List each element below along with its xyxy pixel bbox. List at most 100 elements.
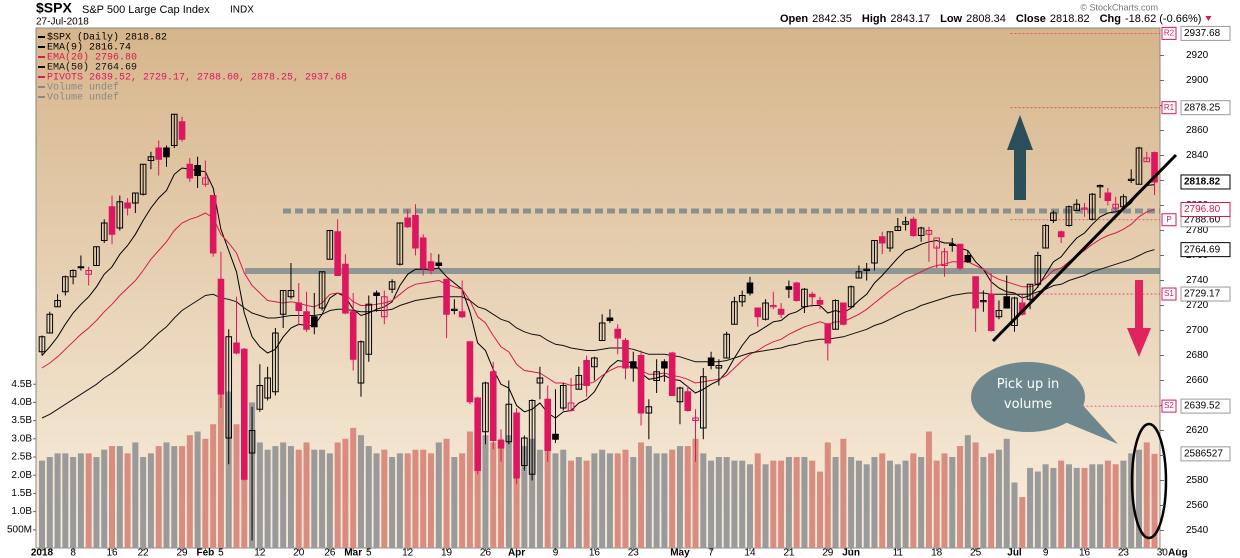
- volume-bar: [1050, 467, 1057, 548]
- x-tick-label: 26: [324, 548, 336, 558]
- volume-bar: [544, 442, 551, 548]
- candle-body: [917, 227, 925, 236]
- pivot-value-box: [1180, 398, 1231, 414]
- candle-body: [365, 303, 373, 355]
- candle-body: [381, 296, 388, 318]
- pivot-tag: R1: [1164, 103, 1175, 112]
- quote-label: Open: [780, 13, 808, 25]
- x-tick-label: 30: [1157, 548, 1169, 558]
- volume-bar: [739, 460, 746, 548]
- candle-body: [209, 195, 217, 254]
- candle-body: [233, 342, 240, 354]
- candle-body: [412, 215, 419, 249]
- candle-body: [746, 282, 754, 294]
- candle-body: [528, 400, 536, 475]
- volume-bar: [1097, 464, 1104, 548]
- candle-body: [731, 301, 738, 325]
- candle-body: [1034, 255, 1042, 285]
- quote-value: 2843.17: [890, 13, 930, 25]
- volume-bar: [319, 449, 326, 548]
- legend-entry: EMA(20) 2796.80: [47, 52, 137, 64]
- volume-bar: [871, 457, 878, 548]
- candle-body: [482, 382, 489, 433]
- candle-body: [544, 398, 552, 451]
- volume-bar: [1011, 482, 1018, 548]
- pivot-tag-box: [1161, 26, 1177, 40]
- volume-bar: [894, 464, 901, 548]
- volume-bar: [155, 446, 162, 548]
- x-tick-label: 7: [708, 548, 714, 558]
- pivot-value: 2639.52: [1184, 401, 1221, 412]
- volume-bar: [264, 449, 271, 548]
- candle-body: [124, 202, 131, 209]
- volume-bar: [801, 457, 808, 548]
- candle-body: [700, 376, 707, 429]
- x-tick-label: 5: [218, 548, 224, 558]
- ema-line: [41, 167, 1155, 419]
- volume-bar: [498, 438, 505, 548]
- candle-body: [443, 278, 450, 315]
- volume-bar: [700, 453, 707, 548]
- volume-bar: [552, 453, 559, 548]
- x-tick-label: Apr: [508, 548, 525, 558]
- candle-body: [552, 433, 559, 440]
- candle-body: [956, 243, 964, 269]
- pivot-value: 2878.25: [1184, 102, 1221, 113]
- price-tag: 2764.69: [1184, 244, 1221, 255]
- header: $SPX S&P 500 Large Cap Index INDX 27-Jul…: [36, 0, 1158, 28]
- volume-bar: [459, 453, 466, 548]
- volume-bar: [404, 453, 411, 548]
- volume-bar: [933, 460, 940, 548]
- volume-bar: [365, 446, 372, 548]
- candle-body: [591, 357, 598, 368]
- candle-body: [583, 360, 590, 386]
- volume-bar: [1003, 438, 1010, 548]
- arrow-head: [1007, 115, 1033, 150]
- volume-bar: [256, 442, 263, 548]
- volume-bar: [1034, 471, 1041, 548]
- candle-body: [902, 221, 909, 225]
- volume-bar: [972, 442, 979, 548]
- y2-tick-label: 3.0B: [11, 433, 32, 444]
- candle-body: [1127, 178, 1135, 181]
- candle-body: [311, 316, 318, 328]
- volume-bar: [272, 446, 279, 548]
- volume-bar: [575, 457, 582, 548]
- candle-body: [668, 352, 676, 396]
- candle-body: [1143, 157, 1151, 163]
- candle-body: [139, 163, 147, 195]
- candle-body: [62, 276, 69, 293]
- volume-bar: [77, 453, 84, 548]
- volume-bar: [194, 431, 201, 548]
- volume-bar: [995, 449, 1002, 548]
- volume-bar: [925, 431, 932, 548]
- x-tick-label: 2018: [31, 548, 54, 558]
- candle-body: [303, 311, 310, 330]
- volume-bar: [233, 424, 240, 548]
- candle-body: [54, 300, 61, 308]
- price-tag-box: [1180, 202, 1231, 217]
- candle-body: [1003, 296, 1011, 309]
- y-tick-label: 2700: [1186, 325, 1209, 336]
- volume-bar: [536, 449, 543, 548]
- candle-body: [972, 276, 979, 309]
- candle-body: [1011, 297, 1018, 326]
- y-tick-label: 2780: [1186, 225, 1209, 236]
- volume-tag: 2586527: [1184, 448, 1223, 459]
- x-tick-label: 23: [1118, 548, 1130, 558]
- candle-body: [536, 377, 544, 384]
- x-tick-label: 20: [293, 548, 305, 558]
- candle-body: [318, 271, 326, 309]
- volume-bar: [723, 457, 730, 548]
- candle-body: [77, 266, 85, 269]
- candle-body: [816, 300, 824, 305]
- pivot-tag: R2: [1164, 29, 1175, 38]
- volume-bar: [809, 460, 816, 548]
- volume-bar: [186, 435, 193, 548]
- y-tick-label: 2720: [1186, 300, 1209, 311]
- volume-bar: [661, 453, 668, 548]
- candle-body: [723, 333, 730, 359]
- candle-body: [847, 286, 855, 308]
